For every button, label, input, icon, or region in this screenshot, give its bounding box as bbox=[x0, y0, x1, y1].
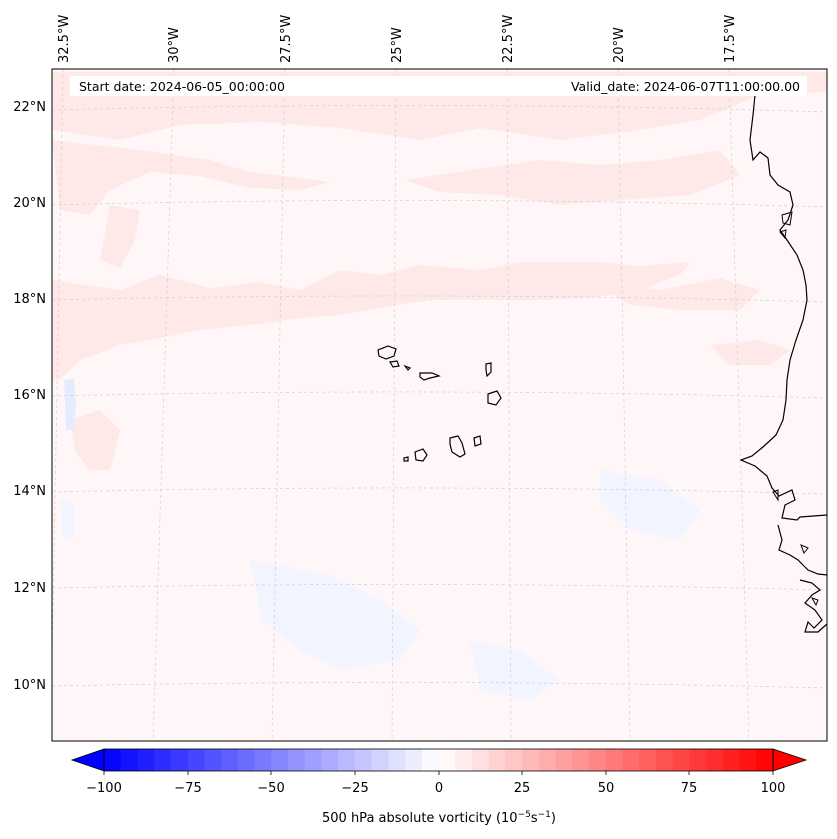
island-santa-luzia bbox=[403, 364, 412, 371]
colorbar-bin bbox=[120, 749, 139, 771]
colorbar-bin bbox=[154, 749, 172, 771]
valid-date-label: Valid_date: 2024-06-07T11:00:00.00 bbox=[571, 79, 800, 94]
lat-label-16n: 16°N bbox=[13, 388, 46, 403]
island-fogo bbox=[414, 448, 428, 462]
cb-tick-neg25: −25 bbox=[341, 781, 368, 796]
cabo-verde-islands bbox=[377, 345, 502, 462]
lon-label-22-5w: 22.5°W bbox=[501, 15, 516, 63]
cb-tick-100: 100 bbox=[761, 781, 786, 796]
colorbar-ticks bbox=[103, 771, 774, 775]
colorbar-bin bbox=[639, 749, 657, 771]
colorbar-bin bbox=[338, 749, 356, 771]
lon-label-17-5w: 17.5°W bbox=[723, 15, 738, 63]
info-bar bbox=[70, 76, 807, 96]
lat-label-20n: 20°N bbox=[13, 196, 46, 211]
colorbar-title: 500 hPa absolute vorticity (10−5s−1) bbox=[322, 810, 556, 826]
colorbar-bin bbox=[405, 749, 423, 771]
lat-label-10n: 10°N bbox=[13, 678, 46, 693]
colorbar-bin bbox=[672, 749, 690, 771]
cb-tick-0: 0 bbox=[435, 781, 443, 796]
colorbar-bin bbox=[722, 749, 741, 771]
colorbar-bin bbox=[471, 749, 490, 771]
vorticity-field-negative bbox=[60, 378, 700, 700]
lon-label-30w: 30°W bbox=[167, 27, 182, 63]
colorbar-bin bbox=[655, 749, 674, 771]
colorbar-bin bbox=[287, 749, 306, 771]
colorbar-bin bbox=[505, 749, 523, 771]
lon-label-25w: 25°W bbox=[390, 27, 405, 63]
colorbar-frame bbox=[103, 748, 774, 772]
colorbar-bin bbox=[455, 749, 473, 771]
island-sao-vicente bbox=[389, 360, 400, 368]
colorbar-bin bbox=[706, 749, 724, 771]
colorbar-title-end: ) bbox=[551, 811, 556, 826]
colorbar-extend-high bbox=[772, 748, 808, 772]
cb-tick-75: 75 bbox=[681, 781, 698, 796]
map-frame bbox=[51, 68, 828, 742]
longitude-labels: 32.5°W 30°W 27.5°W 25°W 22.5°W 20°W 17.5… bbox=[57, 15, 738, 63]
colorbar-bin bbox=[104, 749, 122, 771]
colorbar-bin bbox=[555, 749, 573, 771]
colorbar-bin bbox=[421, 749, 440, 771]
gulf-islands bbox=[772, 211, 819, 607]
colorbar-tick-labels: −100 −75 −50 −25 0 25 50 75 100 bbox=[86, 781, 785, 796]
island-sao-nicolau bbox=[419, 372, 441, 381]
island-maio bbox=[473, 435, 482, 447]
cb-tick-neg50: −50 bbox=[257, 781, 284, 796]
colorbar-bin bbox=[254, 749, 272, 771]
cb-tick-neg100: −100 bbox=[86, 781, 122, 796]
colorbar-bin bbox=[756, 749, 774, 771]
colorbar-bin bbox=[204, 749, 222, 771]
colorbar-bin bbox=[589, 749, 607, 771]
lat-label-14n: 14°N bbox=[13, 484, 46, 499]
cb-tick-neg75: −75 bbox=[174, 781, 201, 796]
island-sal bbox=[485, 362, 492, 378]
colorbar-bin bbox=[187, 749, 205, 771]
lon-label-32-5w: 32.5°W bbox=[57, 15, 72, 63]
latitude-labels: 22°N 20°N 18°N 16°N 14°N 12°N 10°N bbox=[13, 100, 46, 693]
colorbar-bin bbox=[388, 749, 406, 771]
colorbar-bin bbox=[522, 749, 540, 771]
island-santo-antao bbox=[377, 345, 397, 360]
colorbar-title-exp1: −5 bbox=[518, 810, 531, 820]
lat-label-18n: 18°N bbox=[13, 292, 46, 307]
colorbar-title-mid: s bbox=[531, 811, 538, 826]
lat-label-22n: 22°N bbox=[13, 100, 46, 115]
colorbar-bin bbox=[304, 749, 323, 771]
graticule bbox=[51, 68, 828, 742]
colorbar-bin bbox=[605, 749, 624, 771]
colorbar-bin bbox=[237, 749, 256, 771]
colorbar-bin bbox=[689, 749, 707, 771]
colorbar-title-main: 500 hPa absolute vorticity (10 bbox=[322, 811, 518, 826]
lon-label-20w: 20°W bbox=[612, 27, 627, 63]
cb-tick-25: 25 bbox=[514, 781, 531, 796]
colorbar-bin bbox=[622, 749, 640, 771]
colorbar-bin bbox=[739, 749, 757, 771]
colorbar-bin bbox=[137, 749, 155, 771]
colorbar-bin bbox=[572, 749, 590, 771]
island-boa-vista bbox=[487, 390, 502, 406]
colorbar-bin bbox=[170, 749, 189, 771]
colorbar-bins bbox=[104, 749, 774, 771]
island-brava bbox=[403, 456, 409, 462]
island-santiago bbox=[449, 435, 466, 458]
colorbar-extend-low bbox=[70, 748, 105, 772]
colorbar-bin bbox=[538, 749, 557, 771]
colorbar-bin bbox=[488, 749, 507, 771]
cb-tick-50: 50 bbox=[598, 781, 615, 796]
colorbar-bin bbox=[321, 749, 339, 771]
colorbar-bin bbox=[371, 749, 389, 771]
lat-label-12n: 12°N bbox=[13, 581, 46, 596]
colorbar-bin bbox=[438, 749, 456, 771]
colorbar-bin bbox=[221, 749, 239, 771]
start-date-label: Start date: 2024-06-05_00:00:00 bbox=[79, 79, 285, 94]
colorbar-bin bbox=[271, 749, 289, 771]
colorbar-bin bbox=[354, 749, 373, 771]
african-coastline bbox=[739, 94, 828, 633]
colorbar-title-exp2: −1 bbox=[538, 810, 551, 820]
lon-label-27-5w: 27.5°W bbox=[279, 15, 294, 63]
